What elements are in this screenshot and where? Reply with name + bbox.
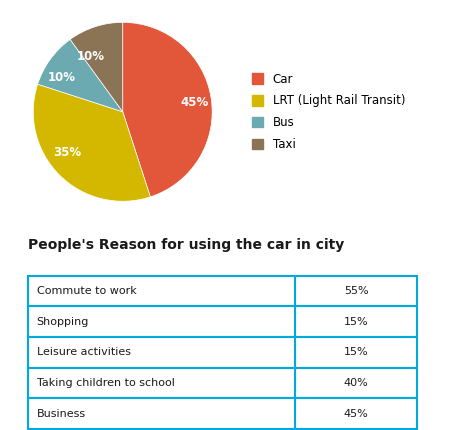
Text: 45%: 45% bbox=[344, 408, 369, 419]
Legend: Car, LRT (Light Rail Transit), Bus, Taxi: Car, LRT (Light Rail Transit), Bus, Taxi bbox=[252, 73, 405, 151]
Text: 10%: 10% bbox=[48, 71, 76, 84]
Text: 15%: 15% bbox=[344, 347, 368, 357]
Text: 55%: 55% bbox=[344, 286, 368, 296]
Wedge shape bbox=[38, 40, 123, 112]
Bar bbox=[27, 337, 417, 368]
Wedge shape bbox=[123, 22, 212, 197]
Text: Leisure activities: Leisure activities bbox=[37, 347, 131, 357]
Text: 45%: 45% bbox=[180, 96, 209, 109]
Wedge shape bbox=[70, 22, 123, 112]
Bar bbox=[27, 398, 417, 429]
Text: Shopping: Shopping bbox=[37, 317, 89, 327]
Text: Commute to work: Commute to work bbox=[37, 286, 136, 296]
Text: Business: Business bbox=[37, 408, 86, 419]
Text: 35%: 35% bbox=[53, 146, 82, 160]
Wedge shape bbox=[34, 84, 151, 201]
Text: 40%: 40% bbox=[344, 378, 369, 388]
Bar bbox=[27, 276, 417, 306]
Bar bbox=[27, 306, 417, 337]
Bar bbox=[27, 368, 417, 398]
Text: 10%: 10% bbox=[77, 50, 105, 63]
Text: Taking children to school: Taking children to school bbox=[37, 378, 175, 388]
Text: 15%: 15% bbox=[344, 317, 368, 327]
Text: People's Reason for using the car in city: People's Reason for using the car in cit… bbox=[27, 238, 344, 252]
